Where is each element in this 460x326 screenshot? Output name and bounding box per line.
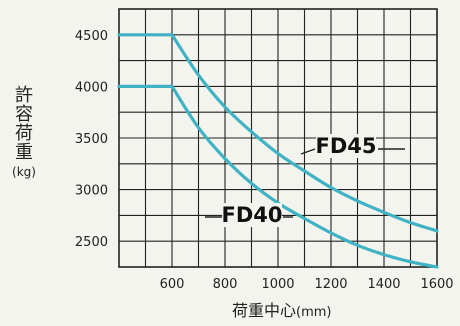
series-label: FD45 — [315, 134, 376, 158]
y-axis-title-char: 重 — [15, 142, 33, 163]
y-axis-title-char: 荷 — [15, 123, 33, 144]
x-tick-label: 800 — [213, 277, 238, 292]
y-axis-unit: (kg) — [12, 165, 36, 179]
series-line-fd40 — [117, 84, 439, 269]
x-axis-title: 荷重中心 — [232, 301, 297, 320]
x-tick-label: 1200 — [314, 277, 347, 292]
x-tick-label: 600 — [160, 277, 185, 292]
x-tick-label: 1000 — [261, 277, 294, 292]
grid — [118, 8, 438, 268]
y-tick-label: 3500 — [75, 132, 108, 147]
series-label-bg — [222, 203, 282, 227]
series-label: FD40 — [221, 203, 282, 227]
y-tick-label: 2500 — [75, 235, 108, 250]
y-axis-label: 許容荷重 (kg) — [6, 86, 42, 180]
x-tick-labels: 600 800 1000 1200 1400 1600 — [160, 277, 454, 292]
x-axis-unit: (mm) — [296, 305, 332, 320]
y-tick-label: 4000 — [75, 80, 108, 95]
y-axis-title-char: 許 — [15, 85, 33, 106]
y-axis-title-char: 容 — [15, 104, 33, 125]
y-tick-label: 3000 — [75, 184, 108, 199]
x-tick-label: 1400 — [367, 277, 400, 292]
series-label-leader — [300, 148, 316, 155]
y-axis-title: 許容荷重 — [6, 86, 42, 162]
x-axis-label: 荷重中心(mm) — [232, 297, 332, 321]
series-label-bg — [316, 134, 376, 158]
x-tick-label: 1600 — [420, 277, 453, 292]
y-tick-label: 4500 — [75, 29, 108, 44]
series-line-fd45 — [117, 33, 439, 233]
series-lines — [117, 33, 439, 269]
series-labels: FD45 FD40 — [205, 134, 405, 227]
y-tick-labels: 2500 3000 3500 4000 4500 — [75, 29, 108, 250]
